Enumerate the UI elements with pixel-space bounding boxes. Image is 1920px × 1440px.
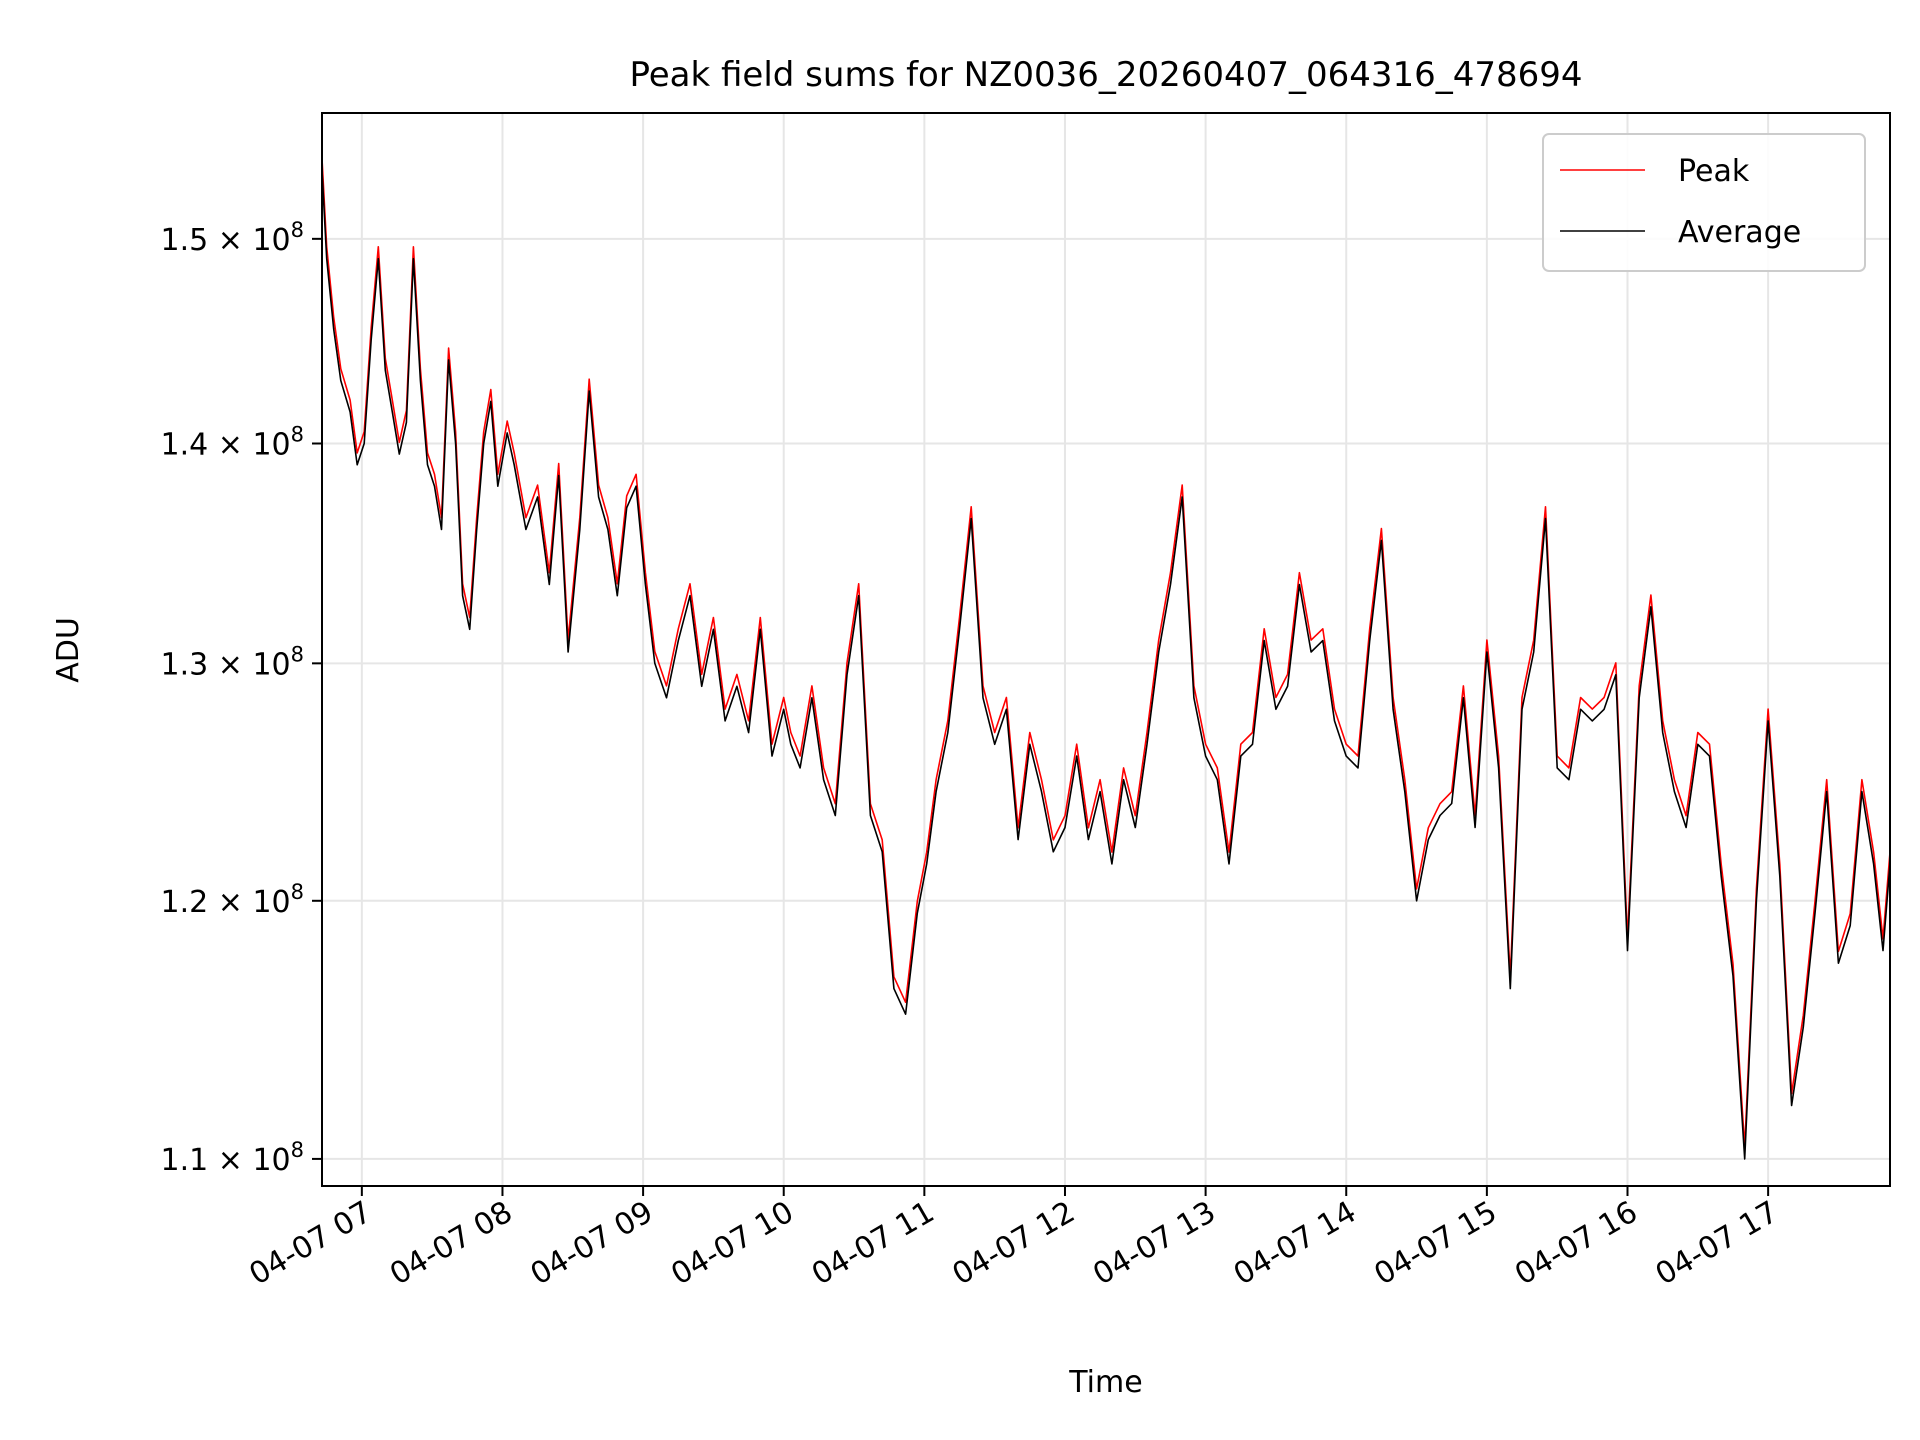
y-tick-label: 1.4 × 108 <box>161 423 304 463</box>
y-axis-label: ADU <box>51 617 86 683</box>
series-line-peak <box>322 158 1890 1148</box>
plot-area-frame <box>321 112 1891 1187</box>
y-tick-label: 1.5 × 108 <box>161 218 304 258</box>
y-tick-label: 1.2 × 108 <box>161 880 304 920</box>
grid <box>322 113 1890 1186</box>
legend-label-average: Average <box>1678 215 1801 250</box>
x-axis-label: Time <box>1068 1365 1142 1400</box>
y-axis: 1.1 × 108 1.2 × 108 1.3 × 108 1.4 × 108 1.5 … <box>161 218 322 1178</box>
legend-label-peak: Peak <box>1678 154 1750 189</box>
legend: Peak Average <box>1542 133 1866 272</box>
y-tick-label: 1.3 × 108 <box>161 642 304 682</box>
series-layer <box>322 158 1890 1160</box>
legend-box <box>1542 133 1866 272</box>
chart-title: Peak field sums for NZ0036_20260407_0643… <box>629 55 1582 95</box>
series-line-average <box>322 170 1890 1160</box>
y-tick-label: 1.1 × 108 <box>161 1138 304 1178</box>
